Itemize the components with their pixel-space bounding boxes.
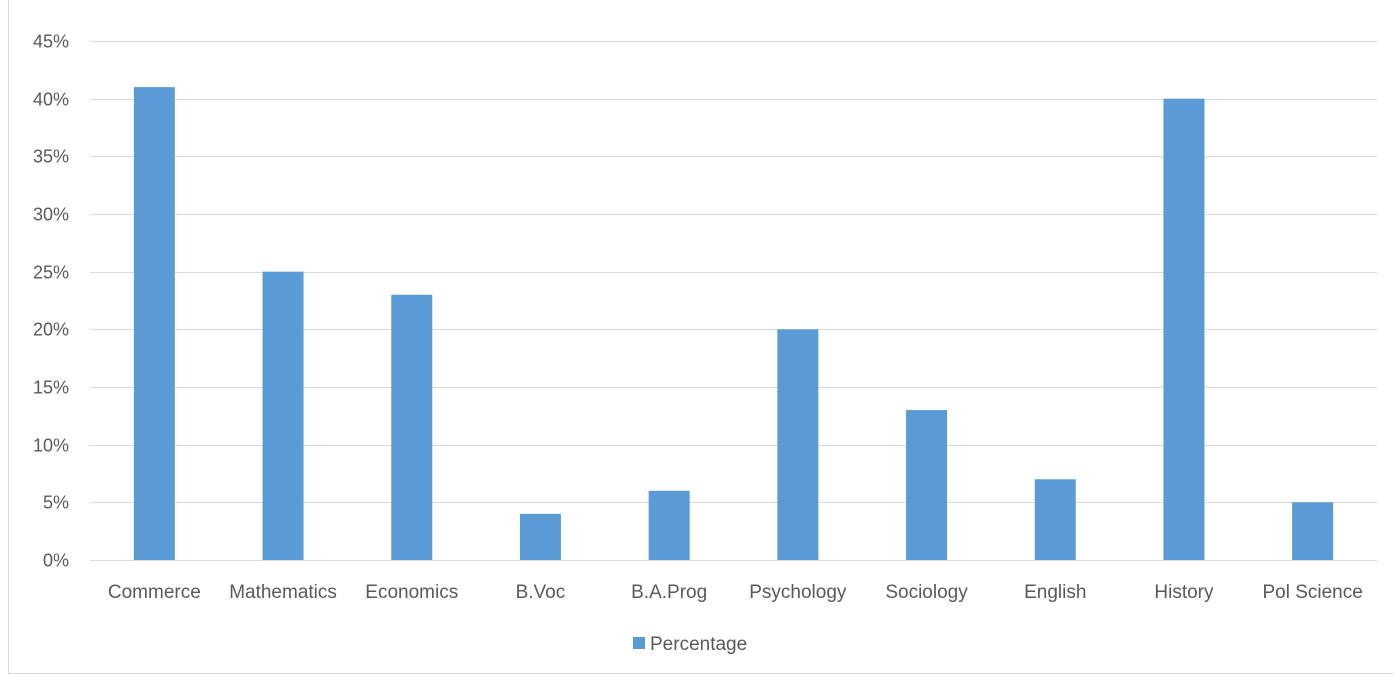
gridlines [90,41,1377,561]
bar-mathematics [262,271,304,560]
x-axis-category-labels: Commerce Mathematics Economics B.Voc B.A.Pro… [108,582,1363,603]
chart-frame [8,0,1393,674]
legend: Percentage [633,634,747,655]
y-tick-label: 30% [33,205,69,225]
bar-b-voc [519,513,561,560]
bars [133,87,1334,561]
bar-commerce [133,87,175,560]
y-tick-label: 5% [43,493,69,513]
bar-history [1163,98,1205,561]
x-category-label: Sociology [885,582,968,603]
x-category-label: B.Voc [516,582,566,603]
x-category-label: Psychology [749,582,847,603]
x-category-label: B.A.Prog [631,582,707,603]
y-tick-label: 20% [33,320,69,340]
bar-b-a-prog [648,490,690,560]
x-category-label: Pol Science [1262,582,1362,603]
legend-swatch-percentage [633,637,645,649]
legend-label-percentage: Percentage [650,634,747,655]
bar-sociology [906,410,948,560]
y-tick-label: 35% [33,147,69,167]
x-category-label: Commerce [108,582,201,603]
y-tick-label: 40% [33,90,69,110]
x-category-label: English [1024,582,1086,603]
x-category-label: History [1154,582,1214,603]
y-tick-label: 25% [33,263,69,283]
x-category-label: Economics [365,582,458,603]
y-tick-label: 15% [33,378,69,398]
y-tick-label: 10% [33,436,69,456]
bar-pol-science [1292,502,1334,560]
y-tick-label: 45% [33,32,69,52]
x-category-label: Mathematics [229,582,337,603]
y-tick-label: 0% [43,551,69,571]
bar-english [1034,479,1076,560]
bar-psychology [777,329,819,560]
y-axis-tick-labels: 0% 5% 10% 15% 20% 25% 30% 35% 40% 45% [33,32,69,571]
bar-economics [391,294,433,560]
